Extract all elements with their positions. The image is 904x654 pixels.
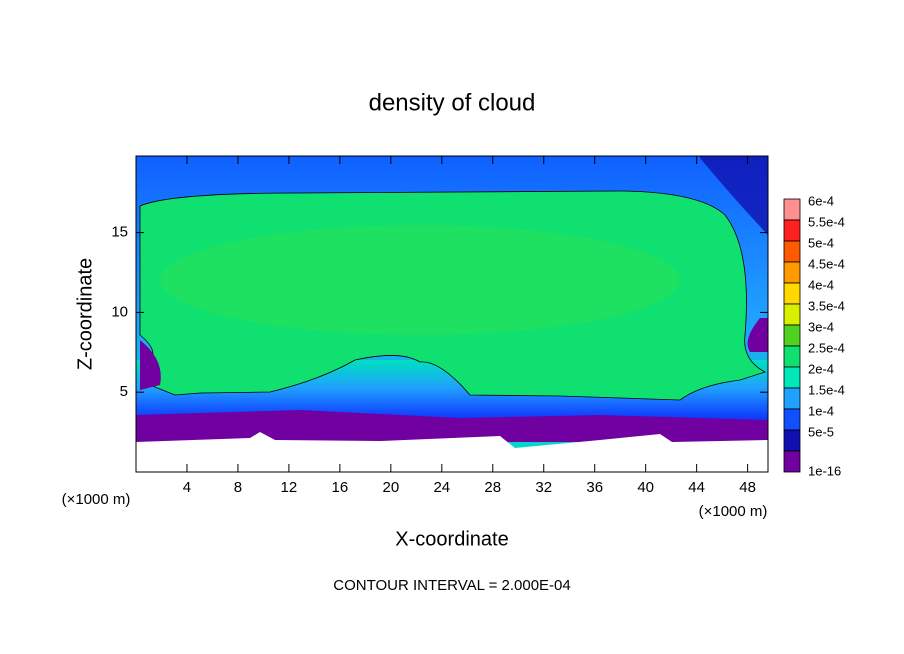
x-tick-label: 12 [281,479,298,496]
x-unit-right: (×1000 m) [699,503,768,520]
colorbar-box [783,429,801,452]
colorbar-box [783,324,801,347]
x-tick-label: 8 [234,479,242,496]
colorbar-label: 1.5e-4 [808,383,845,398]
y-axis-label: Z-coordinate [74,258,96,370]
x-tick-label: 24 [433,479,450,496]
colorbar-box [783,387,801,410]
colorbar-label: 4.5e-4 [808,257,845,272]
colorbar-box [783,345,801,368]
colorbar-box [783,450,801,473]
contour-field [135,155,769,473]
colorbar-label: 5e-5 [808,425,834,440]
colorbar-label: 2.5e-4 [808,341,845,356]
colorbar-label: 4e-4 [808,278,834,293]
colorbar-label: 3e-4 [808,320,834,335]
left-pocket [140,340,161,390]
core-region [160,225,680,335]
colorbar-box [783,198,801,221]
x-tick-label: 4 [183,479,191,496]
y-tick-label: 15 [111,224,128,241]
colorbar-box [783,261,801,284]
colorbar-box [783,282,801,305]
colorbar-label: 2e-4 [808,362,834,377]
x-axis-label: X-coordinate [395,528,508,550]
x-tick-label: 40 [637,479,654,496]
right-pocket [747,318,768,352]
footer-note: CONTOUR INTERVAL = 2.000E-04 [333,577,570,594]
y-tick-label: 5 [120,383,128,400]
colorbar-label: 5e-4 [808,236,834,251]
colorbar-box [783,240,801,263]
colorbar-box [783,366,801,389]
colorbar-label: 1e-4 [808,404,834,419]
x-tick-label: 44 [688,479,705,496]
x-unit-left: (×1000 m) [62,491,131,508]
colorbar-label: 5.5e-4 [808,215,845,230]
colorbar-box [783,303,801,326]
x-tick-label: 36 [586,479,603,496]
colorbar-box [783,219,801,242]
x-tick-label: 48 [739,479,756,496]
contour-region [139,190,767,401]
colorbar-label: 3.5e-4 [808,299,845,314]
y-tick-label: 10 [111,303,128,320]
colorbar-label: 6e-4 [808,194,834,209]
x-tick-label: 32 [535,479,552,496]
colorbar-box [783,408,801,431]
x-tick-label: 20 [382,479,399,496]
colorbar-label: 1e-16 [808,463,841,478]
empty-region [136,432,768,472]
x-tick-label: 28 [484,479,501,496]
chart-title: density of cloud [369,89,536,116]
corner-region [700,156,768,235]
plot-frame [135,155,769,473]
x-tick-label: 16 [332,479,349,496]
purple-band [136,410,768,442]
